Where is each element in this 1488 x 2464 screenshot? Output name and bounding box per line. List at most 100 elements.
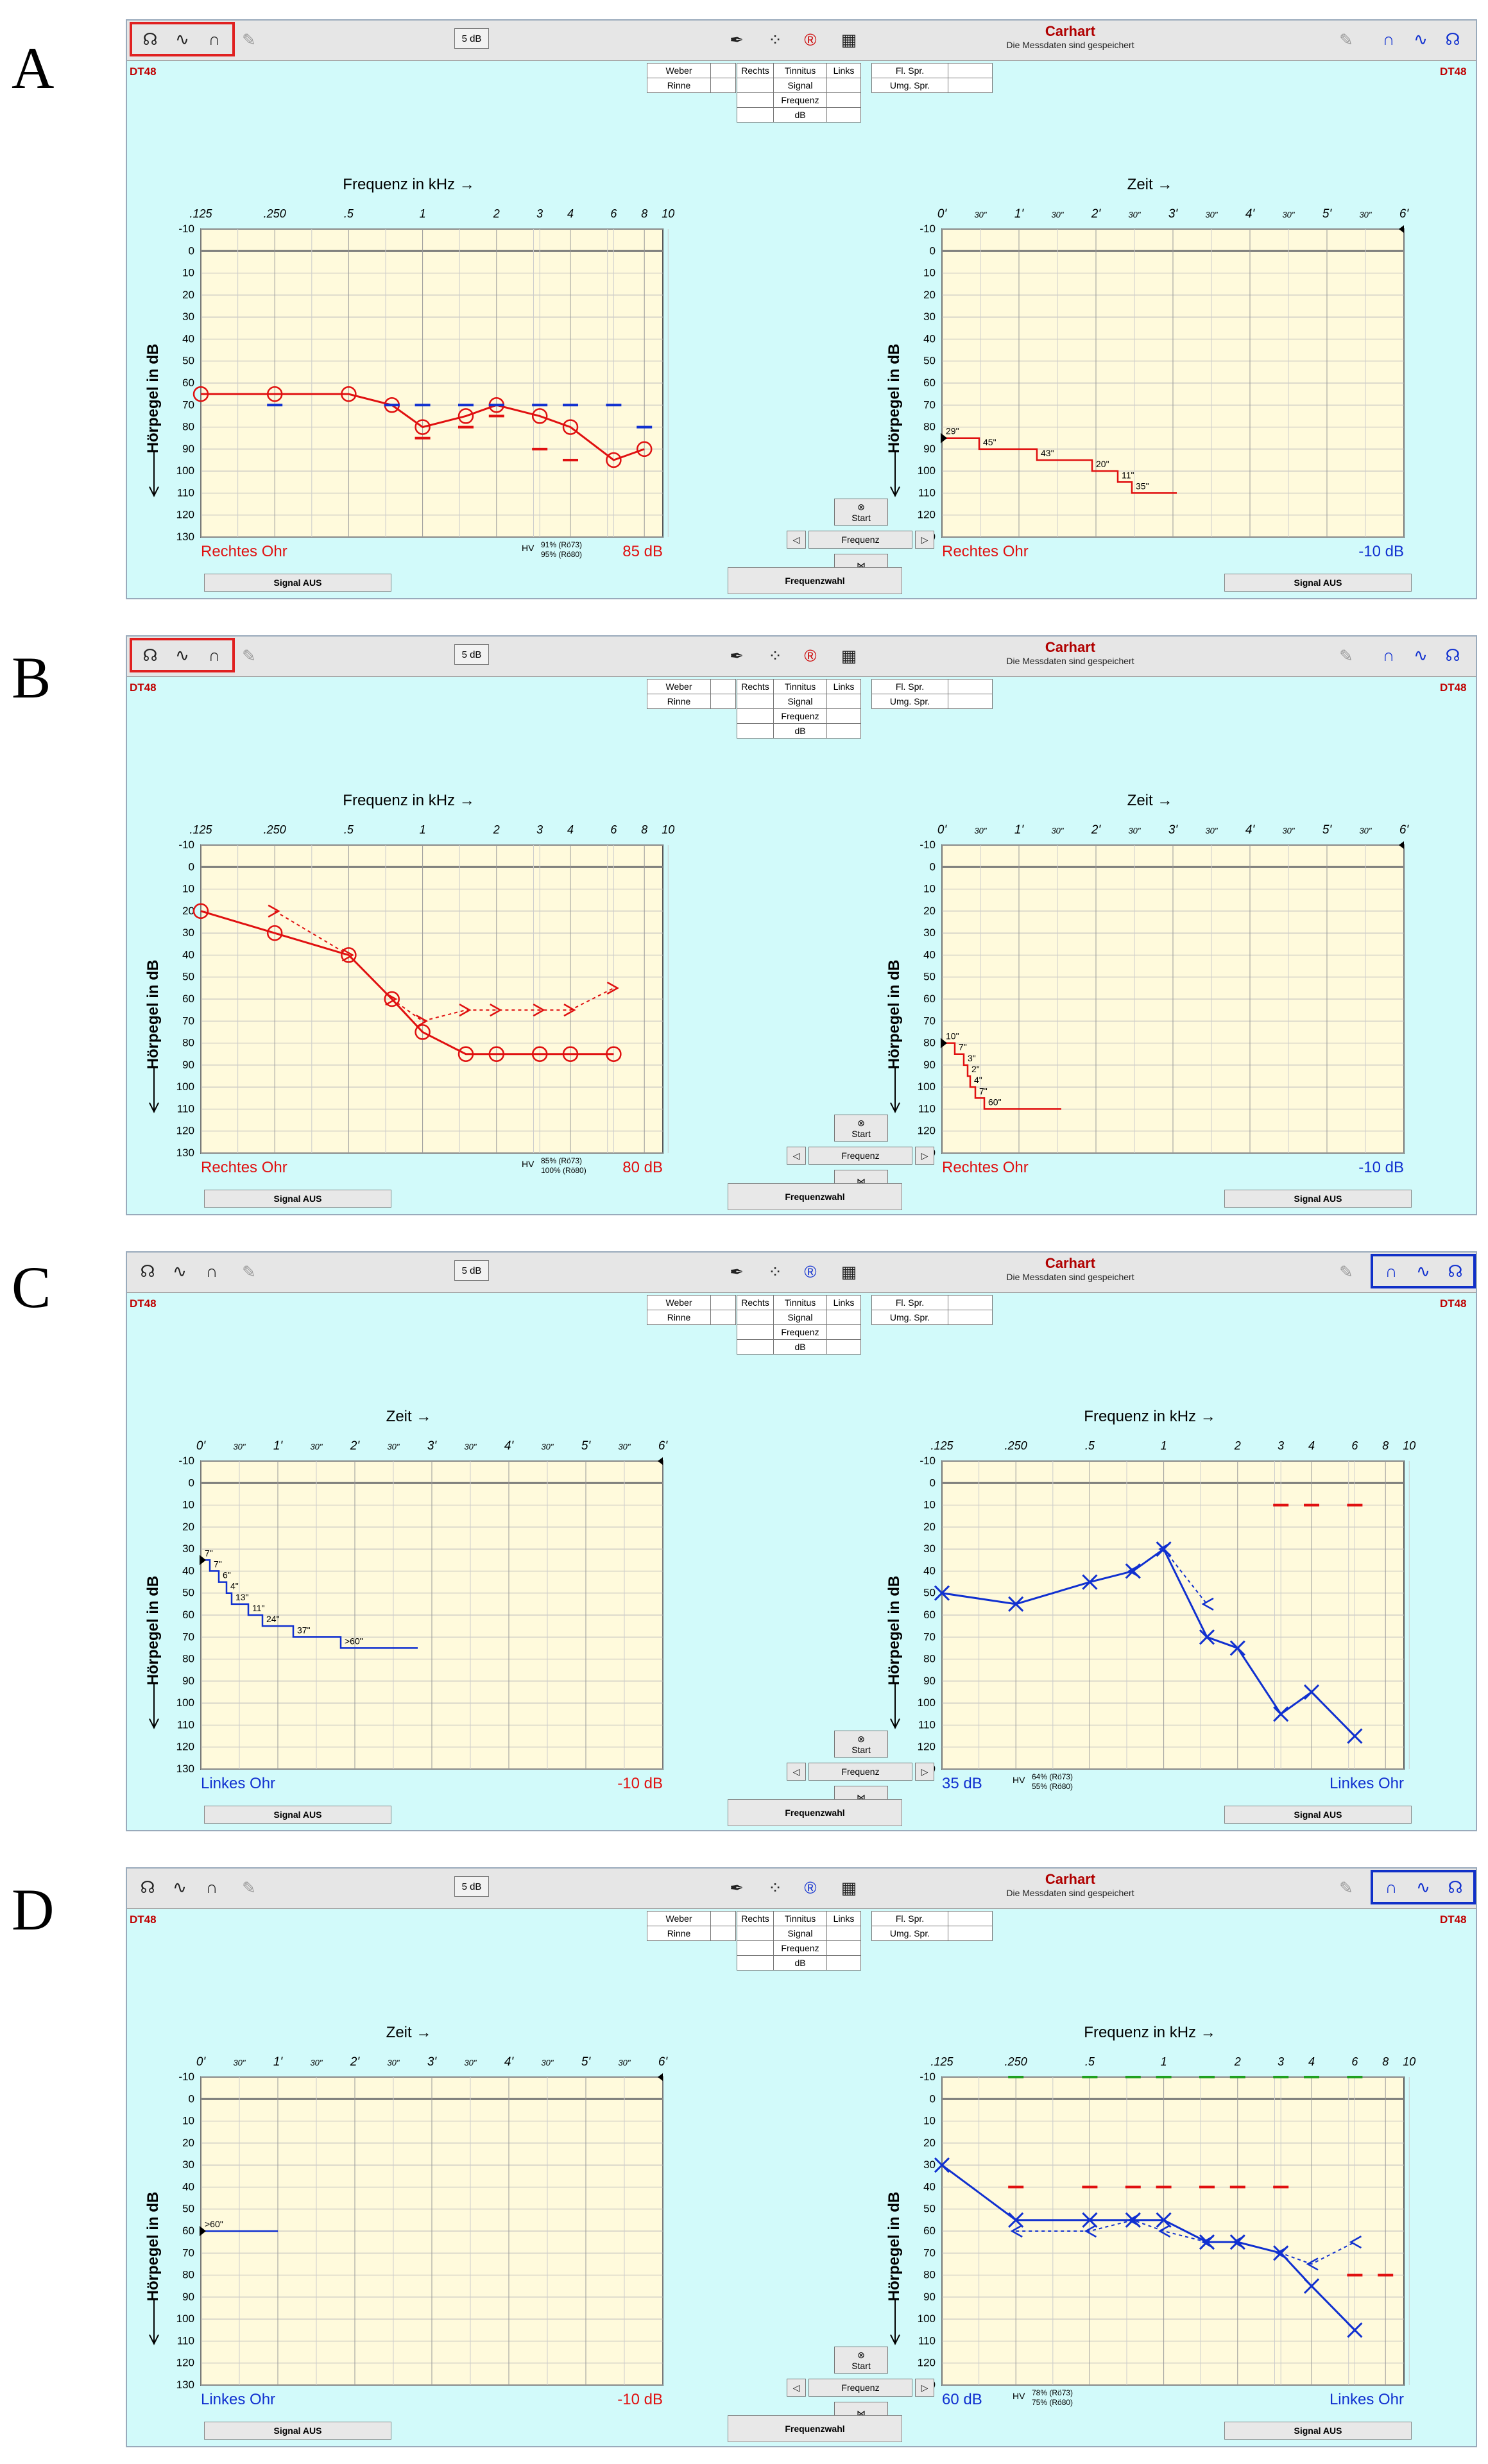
test-cell[interactable]: Umg. Spr.	[871, 694, 948, 709]
frequency-up-button[interactable]: ▷	[915, 1147, 934, 1165]
right-ear-mode-group[interactable]: ☊ ∿ ∩	[130, 638, 235, 672]
test-cell[interactable]: Umg. Spr.	[871, 78, 948, 93]
signal-off-left[interactable]: Signal AUS	[204, 1806, 391, 1824]
wave-icon[interactable]: ∿	[1414, 645, 1428, 665]
record-icon[interactable]: ®	[804, 30, 817, 49]
db-step-button[interactable]: 5 dB	[454, 1876, 489, 1897]
test-cell[interactable]: Tinnitus	[773, 679, 827, 694]
test-cell[interactable]: Umg. Spr.	[871, 1926, 948, 1941]
db-step-button[interactable]: 5 dB	[454, 28, 489, 49]
headphone-icon[interactable]: ☊	[140, 1261, 155, 1281]
test-cell[interactable]: Signal	[773, 1310, 827, 1325]
wave-icon[interactable]: ∿	[175, 29, 189, 49]
test-cell[interactable]: Links	[826, 679, 861, 694]
test-cell[interactable]: Links	[826, 1295, 861, 1310]
frequency-down-button[interactable]: ◁	[787, 2379, 806, 2397]
test-cell[interactable]: Umg. Spr.	[871, 1310, 948, 1325]
bone-icon[interactable]: ∩	[208, 645, 221, 665]
headphone-icon[interactable]: ☊	[142, 645, 158, 665]
bone-icon[interactable]: ∩	[205, 1261, 218, 1281]
eraser-icon[interactable]: ✎	[242, 1878, 256, 1897]
frequency-select-button[interactable]: Frequenzwahl	[728, 567, 902, 594]
left-ear-mode-group[interactable]: ∩ ∿ ☊	[1371, 640, 1471, 670]
start-button[interactable]: ⊗ Start	[834, 499, 888, 526]
test-cell[interactable]: Signal	[773, 694, 827, 709]
table-icon[interactable]: ▦	[841, 30, 857, 49]
test-cell[interactable]: Frequenz	[773, 1940, 827, 1956]
speaker-icon[interactable]: ⁘	[768, 30, 782, 49]
test-cell[interactable]: dB	[773, 723, 827, 739]
left-ear-mode-group[interactable]: ∩ ∿ ☊	[1371, 1870, 1476, 1904]
headphone-icon[interactable]: ☊	[142, 29, 158, 49]
speaker-icon[interactable]: ⁘	[768, 1262, 782, 1281]
wave-icon[interactable]: ∿	[1416, 1877, 1430, 1897]
test-cell[interactable]: Frequenz	[773, 1324, 827, 1340]
headphone-icon[interactable]: ☊	[1448, 1261, 1463, 1281]
wave-icon[interactable]: ∿	[175, 645, 189, 665]
eraser-icon[interactable]: ✎	[242, 30, 256, 49]
wave-icon[interactable]: ∿	[1414, 29, 1428, 49]
signal-off-right[interactable]: Signal AUS	[1224, 574, 1412, 592]
test-cell[interactable]: Tinnitus	[773, 1295, 827, 1310]
right-ear-mode-group[interactable]: ☊ ∿ ∩	[130, 22, 235, 56]
test-cell[interactable]: Signal	[773, 1926, 827, 1941]
right-ear-mode-group[interactable]: ☊ ∿ ∩	[130, 1256, 230, 1286]
headphone-icon[interactable]: ☊	[1445, 645, 1460, 665]
frequency-up-button[interactable]: ▷	[915, 531, 934, 549]
right-ear-mode-group[interactable]: ☊ ∿ ∩	[130, 1872, 230, 1902]
microphone-icon[interactable]: ✒	[730, 30, 744, 49]
headphone-icon[interactable]: ☊	[140, 1877, 155, 1897]
signal-off-left[interactable]: Signal AUS	[204, 1190, 391, 1208]
test-cell[interactable]: Fl. Spr.	[871, 679, 948, 694]
signal-off-right[interactable]: Signal AUS	[1224, 2422, 1412, 2440]
speaker-icon[interactable]: ⁘	[768, 1878, 782, 1897]
signal-off-right[interactable]: Signal AUS	[1224, 1806, 1412, 1824]
start-button[interactable]: ⊗ Start	[834, 1115, 888, 1142]
start-button[interactable]: ⊗ Start	[834, 2347, 888, 2374]
headphone-icon[interactable]: ☊	[1445, 29, 1460, 49]
test-cell[interactable]: Rechts	[737, 1295, 774, 1310]
record-icon[interactable]: ®	[804, 646, 817, 665]
test-cell[interactable]: Fl. Spr.	[871, 1911, 948, 1926]
table-icon[interactable]: ▦	[841, 1878, 857, 1897]
bone-icon[interactable]: ∩	[1385, 1877, 1398, 1897]
eraser-icon[interactable]: ✎	[242, 646, 256, 665]
test-cell[interactable]: Fl. Spr.	[871, 63, 948, 78]
test-cell[interactable]: Rinne	[647, 694, 711, 709]
test-cell[interactable]: Rechts	[737, 679, 774, 694]
test-cell[interactable]: Rinne	[647, 78, 711, 93]
frequency-up-button[interactable]: ▷	[915, 2379, 934, 2397]
eraser-icon[interactable]: ✎	[242, 1262, 256, 1281]
left-ear-mode-group[interactable]: ∩ ∿ ☊	[1371, 1254, 1476, 1288]
microphone-icon[interactable]: ✒	[730, 1878, 744, 1897]
test-cell[interactable]: Signal	[773, 78, 827, 93]
db-step-button[interactable]: 5 dB	[454, 1260, 489, 1281]
test-cell[interactable]: dB	[773, 107, 827, 123]
signal-off-left[interactable]: Signal AUS	[204, 2422, 391, 2440]
test-cell[interactable]: Weber	[647, 679, 711, 694]
frequency-down-button[interactable]: ◁	[787, 1763, 806, 1781]
signal-off-right[interactable]: Signal AUS	[1224, 1190, 1412, 1208]
test-cell[interactable]: Frequenz	[773, 92, 827, 108]
headphone-icon[interactable]: ☊	[1448, 1877, 1463, 1897]
table-icon[interactable]: ▦	[841, 1262, 857, 1281]
left-ear-mode-group[interactable]: ∩ ∿ ☊	[1371, 24, 1471, 54]
microphone-icon[interactable]: ✒	[730, 1262, 744, 1281]
test-cell[interactable]: Weber	[647, 63, 711, 78]
bone-icon[interactable]: ∩	[205, 1877, 218, 1897]
eraser-icon[interactable]: ✎	[1339, 30, 1353, 49]
test-cell[interactable]: Fl. Spr.	[871, 1295, 948, 1310]
test-cell[interactable]: Tinnitus	[773, 63, 827, 78]
frequency-up-button[interactable]: ▷	[915, 1763, 934, 1781]
db-step-button[interactable]: 5 dB	[454, 644, 489, 665]
eraser-icon[interactable]: ✎	[1339, 1878, 1353, 1897]
frequency-select-button[interactable]: Frequenzwahl	[728, 1799, 902, 1826]
frequency-down-button[interactable]: ◁	[787, 1147, 806, 1165]
wave-icon[interactable]: ∿	[173, 1877, 187, 1897]
speaker-icon[interactable]: ⁘	[768, 646, 782, 665]
bone-icon[interactable]: ∩	[1382, 29, 1395, 49]
test-cell[interactable]: Rechts	[737, 63, 774, 78]
test-cell[interactable]: Frequenz	[773, 708, 827, 724]
bone-icon[interactable]: ∩	[1382, 645, 1395, 665]
wave-icon[interactable]: ∿	[173, 1261, 187, 1281]
